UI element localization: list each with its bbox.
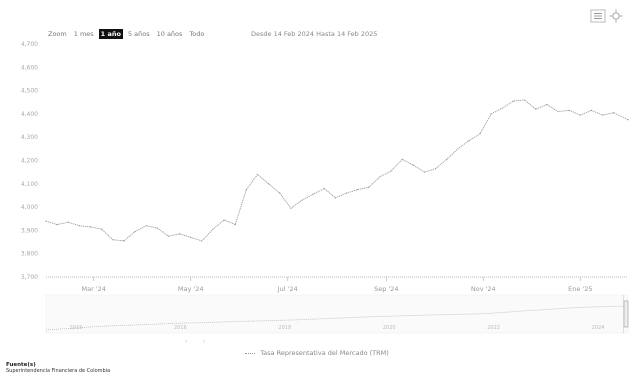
- series-point: [268, 183, 270, 185]
- series-point: [357, 189, 359, 191]
- series-point: [557, 110, 559, 113]
- series-point: [223, 219, 225, 221]
- series-point: [512, 100, 515, 102]
- series-point: [256, 173, 259, 176]
- series-point: [568, 109, 570, 112]
- series-point: [123, 240, 125, 242]
- series-point: [490, 113, 492, 115]
- series-point: [613, 112, 615, 114]
- y-tick-label: 4,500: [21, 88, 38, 95]
- y-tick-label: 4,700: [21, 41, 38, 48]
- x-tick-label: Ene '25: [568, 285, 592, 293]
- series-point: [323, 187, 325, 190]
- series-point: [145, 225, 147, 227]
- navigator-scroll-right-arrow[interactable]: ›: [203, 338, 205, 345]
- series-point: [479, 133, 481, 135]
- series-point: [45, 220, 47, 222]
- series-point: [468, 140, 470, 142]
- navigator-tick-label: 2016: [174, 325, 187, 331]
- navigator-background: [45, 294, 629, 334]
- series-point: [67, 221, 69, 223]
- series-point: [501, 107, 503, 109]
- range-button-1-month[interactable]: 1 mes: [73, 30, 94, 38]
- series-point: [312, 193, 314, 195]
- sources-text: Superintendencia Financiera de Colombia: [6, 368, 111, 374]
- range-button-10-years[interactable]: 10 años: [156, 30, 183, 38]
- range-selector: Zoom 1 mes 1 año 5 años 10 años Todo: [46, 29, 209, 39]
- series-point: [78, 225, 80, 227]
- exchange-rate-chart: 3,700 3,800 3,900 4,000 4,100 4,200 4,300 4,400…: [21, 41, 629, 345]
- series-point: [167, 235, 170, 237]
- x-tick-label: Mar '24: [82, 285, 106, 293]
- navigator-scroll-left-arrow[interactable]: ‹: [185, 338, 187, 345]
- series-point: [245, 189, 247, 191]
- x-tick-label: Nov '24: [471, 285, 496, 293]
- range-button-1-year[interactable]: 1 año: [98, 29, 123, 39]
- y-tick-label: 3,900: [21, 227, 38, 234]
- series-point: [234, 223, 236, 226]
- series-point: [178, 233, 181, 235]
- series-point: [301, 199, 303, 201]
- series-line: [45, 99, 629, 242]
- series-point: [579, 114, 581, 116]
- legend-label: Tasa Representativa del Mercado (TRM): [260, 349, 389, 357]
- y-tick-label: 4,200: [21, 158, 38, 165]
- chart-legend[interactable]: Tasa Representativa del Mercado (TRM): [0, 349, 634, 361]
- navigator-tick-label: 2015: [70, 325, 83, 331]
- range-button-all[interactable]: Todo: [189, 30, 205, 38]
- navigator-tick-label: 2024: [592, 325, 605, 331]
- range-zoom-label: Zoom: [48, 30, 67, 38]
- series-point: [112, 239, 114, 241]
- series-point: [457, 148, 459, 150]
- series-point: [156, 227, 158, 229]
- y-tick-label: 4,600: [21, 64, 38, 71]
- series-point: [379, 176, 381, 178]
- series-point: [190, 236, 192, 238]
- series-point: [368, 186, 370, 188]
- x-tick-label: Sep '24: [374, 285, 398, 293]
- navigator-tick-label: 2020: [383, 325, 396, 331]
- series-point: [345, 192, 348, 194]
- date-range-inputs[interactable]: Desde 14 Feb 2024 Hasta 14 Feb 2025: [251, 30, 378, 38]
- series-point: [535, 108, 537, 110]
- y-tick-label: 4,100: [21, 181, 38, 188]
- series-point: [101, 228, 103, 230]
- navigator-handle[interactable]: [623, 300, 629, 328]
- series-point: [423, 171, 426, 173]
- series-point: [212, 228, 214, 230]
- series-point: [546, 103, 548, 106]
- settings-icon[interactable]: [609, 8, 623, 23]
- y-tick-label: 4,300: [21, 134, 38, 141]
- series-point: [134, 230, 136, 233]
- series-point: [446, 158, 448, 160]
- navigator-tick-label: 2022: [487, 325, 500, 331]
- y-tick-label: 4,400: [21, 111, 38, 118]
- chart-menu-icon[interactable]: [590, 8, 606, 23]
- y-tick-label: 3,700: [21, 274, 38, 281]
- navigator-tick-label: 2018: [278, 325, 291, 331]
- y-tick-label: 3,800: [21, 251, 38, 258]
- series-point: [434, 168, 437, 170]
- series-point: [412, 164, 414, 166]
- series-point: [201, 240, 203, 242]
- series-point: [334, 197, 337, 199]
- series-point: [390, 170, 392, 172]
- series-point: [524, 99, 526, 101]
- legend-line-swatch: [245, 352, 256, 354]
- x-tick-label: Jul '24: [277, 285, 298, 293]
- series-point: [89, 226, 92, 228]
- series-point: [290, 207, 292, 209]
- series-point: [279, 192, 281, 194]
- series-point: [56, 223, 58, 226]
- series-point: [601, 114, 604, 116]
- series-point: [401, 158, 403, 160]
- range-button-5-years[interactable]: 5 años: [127, 30, 150, 38]
- x-tick-label: May '24: [178, 285, 204, 293]
- sources-title: Fuente(s): [6, 362, 36, 368]
- y-tick-label: 4,000: [21, 204, 38, 211]
- series-point: [627, 119, 629, 121]
- series-point: [590, 109, 593, 112]
